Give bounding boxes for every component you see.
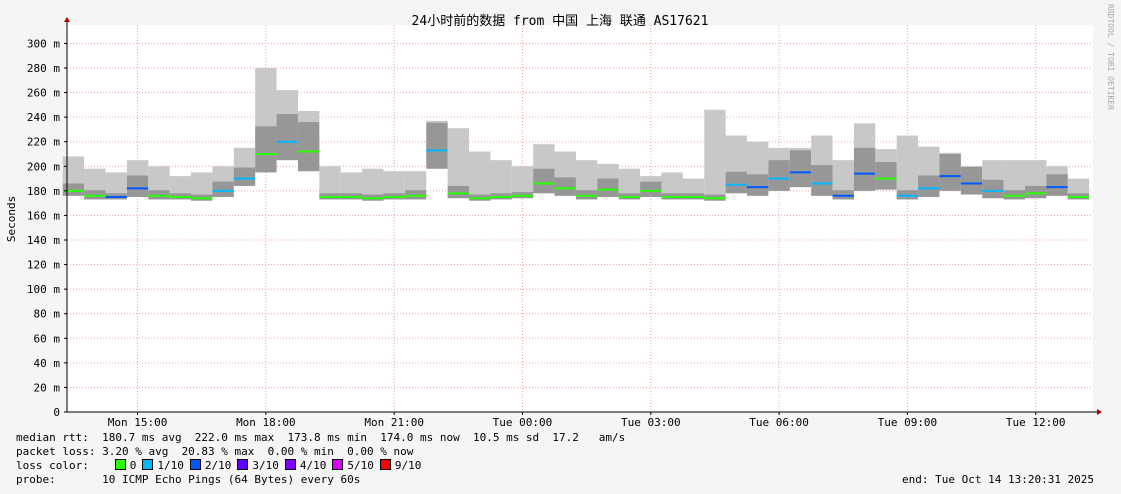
smoke bbox=[1003, 160, 1025, 200]
smoke bbox=[469, 151, 491, 201]
smoke bbox=[447, 128, 470, 199]
loss-legend: loss color: 0 1/10 2/10 3/10 4/10 5/10 9/10 bbox=[16, 459, 421, 472]
y-tick-label: 100 m bbox=[27, 283, 60, 296]
watermark: RRDTOOL / TOBI OETIKER bbox=[1106, 4, 1115, 110]
smoke-core bbox=[554, 177, 576, 196]
y-arrow bbox=[64, 17, 70, 22]
smoke-core bbox=[1046, 174, 1068, 196]
y-tick-label: 220 m bbox=[27, 136, 60, 149]
smoke bbox=[511, 166, 534, 199]
smoke-core bbox=[768, 160, 790, 191]
smoke-core bbox=[939, 154, 961, 191]
smoke-core bbox=[640, 181, 662, 197]
y-tick-label: 280 m bbox=[27, 62, 60, 75]
legend-swatch bbox=[142, 459, 154, 470]
legend-swatch bbox=[284, 459, 296, 470]
legend-swatch bbox=[189, 459, 201, 470]
smoke-core bbox=[533, 168, 555, 194]
legend-swatch bbox=[237, 459, 249, 470]
x-arrow bbox=[1097, 409, 1102, 415]
smoke-core bbox=[212, 181, 234, 197]
smoke-core bbox=[853, 147, 876, 191]
smoke-core bbox=[982, 179, 1004, 199]
y-tick-label: 260 m bbox=[27, 87, 60, 100]
smoke-core bbox=[233, 167, 256, 186]
chart-title: 24小时前的数据 from 中国 上海 联通 AS17621 bbox=[412, 13, 709, 29]
y-axis-label: Seconds bbox=[5, 196, 18, 242]
y-tick-label: 180 m bbox=[27, 185, 60, 198]
smoke-core bbox=[875, 161, 897, 190]
smoke bbox=[575, 160, 598, 200]
x-tick-label: Tue 12:00 bbox=[1006, 416, 1066, 429]
smoke-core bbox=[126, 175, 149, 197]
smoke bbox=[661, 172, 683, 200]
y-tick-label: 240 m bbox=[27, 111, 60, 124]
y-tick-label: 160 m bbox=[27, 209, 60, 222]
legend-label: 9/10 bbox=[394, 459, 422, 472]
smoke-core bbox=[255, 126, 277, 173]
smoke-core bbox=[447, 185, 470, 199]
x-tick-label: Tue 09:00 bbox=[878, 416, 938, 429]
smoke-core bbox=[747, 174, 769, 196]
legend-label: 3/10 bbox=[252, 459, 279, 472]
legend-swatch bbox=[379, 459, 391, 470]
smoke-core bbox=[811, 165, 833, 196]
smoke-core bbox=[597, 178, 619, 197]
y-tick-label: 20 m bbox=[34, 381, 61, 394]
smoke bbox=[704, 109, 726, 201]
smoke bbox=[319, 166, 341, 200]
y-tick-label: 200 m bbox=[27, 160, 60, 173]
legend-label: 0 bbox=[129, 459, 137, 472]
smoke bbox=[383, 171, 405, 200]
smoke-core bbox=[1024, 185, 1047, 199]
smoke bbox=[896, 135, 919, 200]
smoke bbox=[105, 172, 127, 200]
y-tick-label: 0 bbox=[53, 406, 60, 419]
footer-loss: packet loss: 3.20 % avg 20.83 % max 0.00… bbox=[16, 445, 414, 458]
y-tick-label: 80 m bbox=[34, 308, 61, 321]
footer-median: median rtt: 180.7 ms avg 222.0 ms max 17… bbox=[16, 431, 626, 444]
smoke bbox=[832, 160, 854, 200]
x-tick-label: Tue 03:00 bbox=[621, 416, 681, 429]
smoke-core bbox=[276, 114, 298, 161]
smoke bbox=[618, 168, 641, 200]
smoke-core bbox=[918, 175, 940, 197]
legend-label: 4/10 bbox=[299, 459, 327, 472]
x-tick-label: Tue 06:00 bbox=[749, 416, 809, 429]
x-tick-label: Mon 15:00 bbox=[108, 416, 168, 429]
smoke-core bbox=[725, 171, 748, 194]
legend-swatch bbox=[332, 459, 344, 470]
legend-label: 5/10 bbox=[347, 459, 374, 472]
smoke-core bbox=[960, 166, 983, 195]
smoke bbox=[362, 168, 384, 201]
legend-label: 1/10 bbox=[157, 459, 184, 472]
x-tick-label: Tue 00:00 bbox=[493, 416, 553, 429]
y-tick-label: 40 m bbox=[34, 357, 61, 370]
legend-swatch bbox=[114, 459, 126, 470]
chart: 24小时前的数据 from 中国 上海 联通 AS17621 Seconds R… bbox=[5, 4, 1115, 429]
x-tick-label: Mon 21:00 bbox=[364, 416, 424, 429]
legend-label: 2/10 bbox=[204, 459, 232, 472]
y-tick-label: 300 m bbox=[27, 37, 60, 50]
plot-area bbox=[67, 25, 1093, 412]
footer-probe: probe: 10 ICMP Echo Pings (64 Bytes) eve… bbox=[16, 473, 361, 486]
smoke bbox=[490, 160, 512, 200]
smoke-core bbox=[789, 150, 812, 188]
y-tick-label: 120 m bbox=[27, 259, 60, 272]
smoke bbox=[191, 172, 213, 201]
smoke bbox=[340, 172, 363, 200]
footer-end: end: Tue Oct 14 13:20:31 2025 bbox=[902, 473, 1095, 486]
legend-title: loss color: bbox=[16, 459, 89, 472]
x-tick-label: Mon 18:00 bbox=[236, 416, 296, 429]
smoke-core bbox=[62, 183, 85, 196]
y-tick-label: 60 m bbox=[34, 332, 61, 345]
y-tick-label: 140 m bbox=[27, 234, 60, 247]
smoke-core bbox=[297, 122, 320, 172]
smoke-core bbox=[426, 122, 448, 169]
